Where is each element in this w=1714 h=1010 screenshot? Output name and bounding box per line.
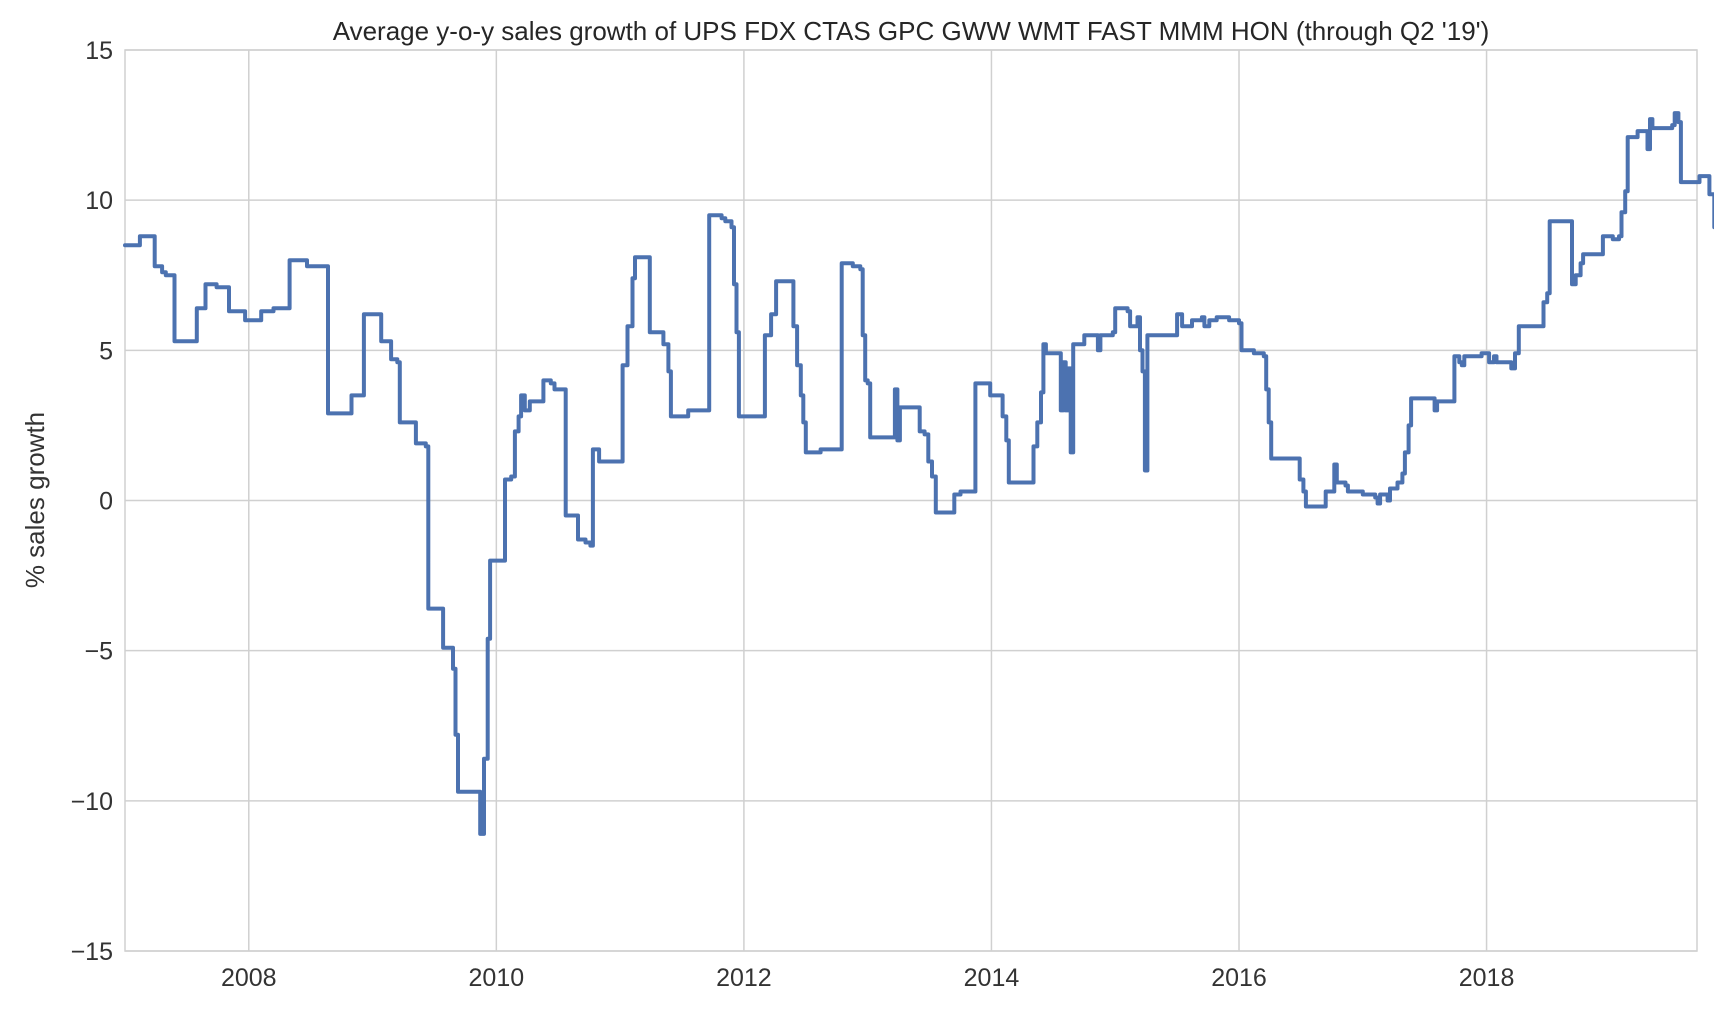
- x-tick-label: 2012: [716, 964, 772, 992]
- x-tick-label: 2018: [1459, 964, 1515, 992]
- y-tick-label: 10: [85, 187, 113, 215]
- x-tick-label: 2008: [221, 964, 277, 992]
- y-tick-label: −15: [71, 938, 113, 966]
- x-tick-label: 2016: [1211, 964, 1267, 992]
- y-axis-label: % sales growth: [20, 412, 50, 588]
- y-tick-label: −10: [71, 788, 113, 816]
- y-tick-label: 5: [99, 337, 113, 365]
- y-tick-label: −5: [84, 638, 113, 666]
- y-tick-label: 15: [85, 37, 113, 65]
- x-axis-ticks: 2008 2010 2012 2014 2016 2018: [221, 964, 1514, 992]
- series-layer: [123, 111, 1714, 836]
- y-axis-ticks: −15 −10 −5 0 5 10 15: [71, 37, 113, 966]
- x-tick-label: 2010: [469, 964, 525, 992]
- series-line: [123, 111, 1714, 836]
- x-tick-label: 2014: [964, 964, 1020, 992]
- gridlines: [125, 49, 1697, 952]
- chart-title: Average y-o-y sales growth of UPS FDX CT…: [333, 16, 1490, 46]
- y-tick-label: 0: [99, 488, 113, 516]
